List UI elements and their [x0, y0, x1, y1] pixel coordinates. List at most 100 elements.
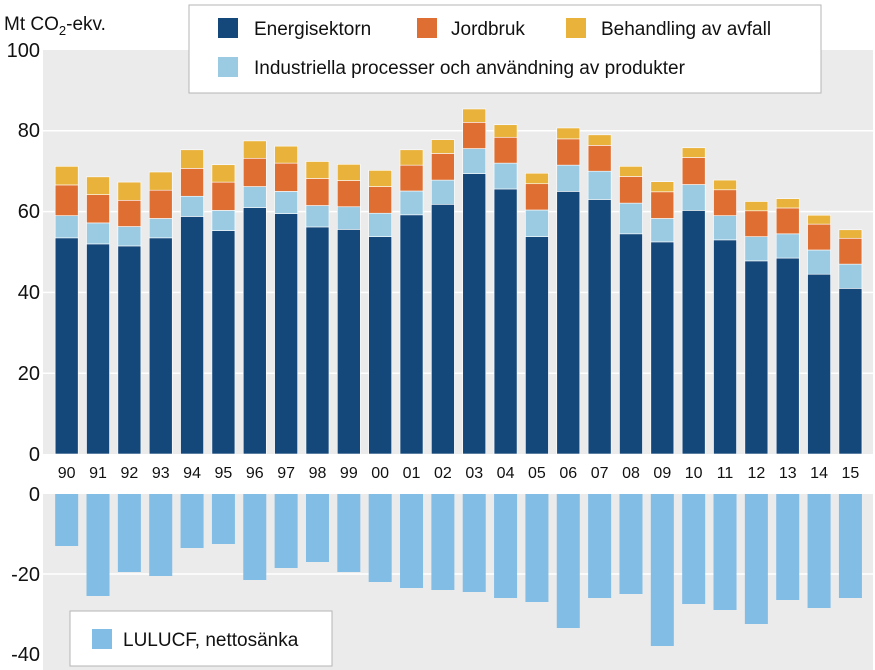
bar-energisektorn-13: [775, 257, 800, 455]
bar-industriella-processer-och-anv-ndning-av-produkter-98: [305, 205, 330, 228]
category-label: 02: [434, 465, 452, 482]
bar-lulucf-02: [431, 494, 455, 590]
category-label: 97: [277, 465, 295, 482]
bar-industriella-processer-och-anv-ndning-av-produkter-09: [650, 218, 675, 243]
bar-energisektorn-94: [180, 216, 204, 455]
bar-lulucf-94: [180, 494, 204, 548]
bar-behandling-av-avfall-01: [399, 149, 424, 166]
unit-label-prefix: Mt CO: [4, 14, 59, 35]
stacked-bars: [54, 108, 863, 455]
bar-behandling-av-avfall-11: [713, 179, 737, 191]
bar-energisektorn-01: [399, 214, 424, 455]
bar-energisektorn-96: [242, 207, 267, 455]
bar-lulucf-90: [55, 494, 79, 546]
legend-label-industriella-processer: Industriella processer och användning av…: [254, 58, 686, 79]
bar-energisektorn-08: [619, 233, 643, 455]
bar-energisektorn-03: [462, 173, 487, 455]
legend-swatch-industriella-processer: [218, 57, 238, 77]
bar-jordbruk-00: [368, 186, 392, 214]
bar-jordbruk-97: [274, 162, 298, 192]
lower-tick-label: -20: [11, 564, 40, 586]
bar-energisektorn-11: [713, 239, 737, 455]
bar-industriella-processer-och-anv-ndning-av-produkter-05: [525, 209, 549, 237]
bar-behandling-av-avfall-99: [337, 164, 361, 181]
bar-industriella-processer-och-anv-ndning-av-produkter-10: [681, 184, 706, 211]
bar-behandling-av-avfall-12: [744, 201, 769, 212]
bar-jordbruk-90: [54, 184, 79, 216]
bar-industriella-processer-och-anv-ndning-av-produkter-11: [713, 215, 737, 241]
bar-behandling-av-avfall-98: [305, 161, 330, 179]
bar-jordbruk-06: [556, 138, 581, 166]
bar-lulucf-03: [462, 494, 486, 592]
upper-tick-label: 80: [18, 120, 40, 142]
bar-jordbruk-94: [180, 168, 204, 197]
bar-behandling-av-avfall-08: [619, 166, 643, 177]
bar-energisektorn-93: [148, 237, 173, 455]
bar-behandling-av-avfall-97: [274, 145, 298, 164]
bar-energisektorn-90: [54, 237, 79, 455]
bar-lulucf-93: [149, 494, 173, 576]
bar-lulucf-10: [682, 494, 706, 604]
y-axis-unit-label: Mt CO2-ekv.: [4, 14, 106, 38]
legend-label-jordbruk: Jordbruk: [451, 19, 525, 40]
bar-energisektorn-07: [587, 199, 612, 455]
upper-tick-label: 0: [29, 444, 40, 466]
category-label: 93: [152, 465, 170, 482]
legend-swatch-lulucf: [92, 629, 112, 649]
lower-tick-label: 0: [29, 484, 40, 506]
bar-jordbruk-93: [148, 189, 173, 219]
category-label: 94: [183, 465, 201, 482]
bar-jordbruk-08: [619, 176, 643, 204]
bar-energisektorn-98: [305, 226, 330, 455]
bar-energisektorn-05: [525, 236, 549, 455]
bar-lulucf-13: [776, 494, 800, 600]
bar-energisektorn-10: [681, 210, 706, 455]
category-label: 95: [215, 465, 233, 482]
category-label: 96: [246, 465, 264, 482]
bar-industriella-processer-och-anv-ndning-av-produkter-90: [54, 215, 79, 239]
bar-jordbruk-91: [86, 194, 110, 224]
bar-energisektorn-06: [556, 191, 581, 455]
bar-energisektorn-00: [368, 236, 392, 455]
bar-energisektorn-91: [86, 243, 110, 455]
bar-jordbruk-11: [713, 189, 737, 216]
bar-jordbruk-98: [305, 178, 330, 206]
bar-behandling-av-avfall-15: [838, 229, 863, 239]
bar-energisektorn-12: [744, 260, 769, 455]
legend-swatch-energisektorn: [218, 18, 238, 38]
unit-label-subscript: 2: [59, 23, 66, 38]
bar-lulucf-15: [838, 494, 862, 598]
bar-industriella-processer-och-anv-ndning-av-produkter-99: [337, 206, 361, 230]
legend-swatch-jordbruk: [417, 18, 437, 38]
bar-lulucf-01: [400, 494, 424, 588]
bar-lulucf-11: [713, 494, 737, 610]
bar-energisektorn-99: [337, 229, 361, 455]
bar-industriella-processer-och-anv-ndning-av-produkter-95: [211, 210, 236, 231]
bar-behandling-av-avfall-92: [117, 181, 142, 201]
bar-jordbruk-15: [838, 237, 863, 265]
bar-behandling-av-avfall-96: [242, 140, 267, 159]
category-label: 14: [810, 465, 828, 482]
bar-industriella-processer-och-anv-ndning-av-produkter-01: [399, 190, 424, 216]
category-label: 99: [340, 465, 358, 482]
bar-industriella-processer-och-anv-ndning-av-produkter-96: [242, 186, 267, 208]
bar-industriella-processer-och-anv-ndning-av-produkter-15: [838, 263, 863, 289]
legend-label-energisektorn: Energisektorn: [254, 19, 371, 40]
bar-lulucf-92: [117, 494, 141, 572]
legend-upper-box: [188, 4, 822, 94]
bar-industriella-processer-och-anv-ndning-av-produkter-14: [807, 249, 831, 275]
bar-behandling-av-avfall-14: [807, 214, 831, 225]
bar-industriella-processer-och-anv-ndning-av-produkter-91: [86, 222, 110, 245]
legend-swatch-behandling-av-avfall: [566, 18, 586, 38]
bar-jordbruk-09: [650, 191, 675, 219]
upper-tick-label: 100: [7, 40, 40, 62]
bar-lulucf-00: [368, 494, 392, 582]
lower-tick-label: -40: [11, 644, 40, 666]
category-label: 09: [653, 465, 671, 482]
upper-tick-label: 40: [18, 282, 40, 304]
category-label: 13: [779, 465, 797, 482]
bar-energisektorn-92: [117, 245, 142, 455]
category-label: 06: [559, 465, 577, 482]
bar-industriella-processer-och-anv-ndning-av-produkter-00: [368, 212, 392, 237]
bar-lulucf-91: [86, 494, 110, 596]
